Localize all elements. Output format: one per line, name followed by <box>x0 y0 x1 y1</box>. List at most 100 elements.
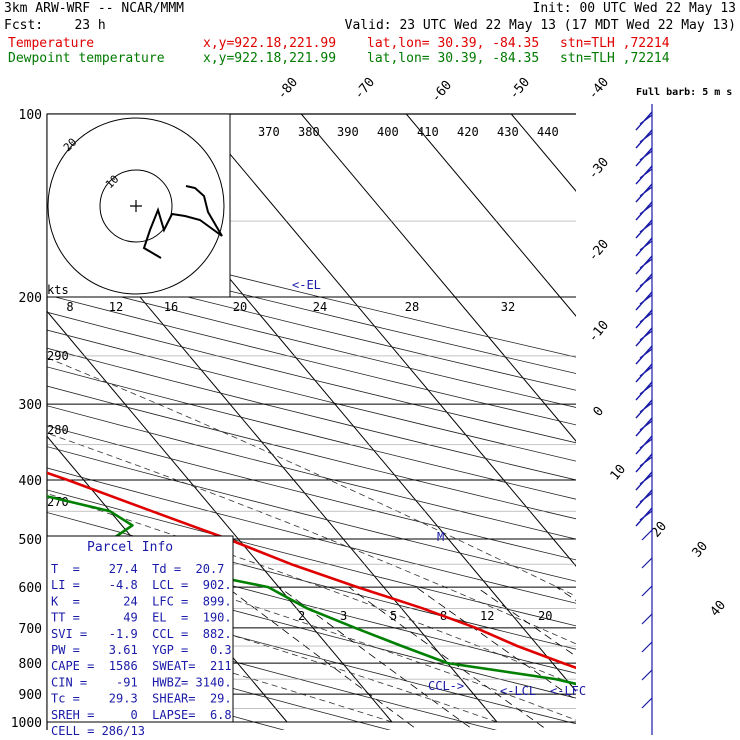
hodograph-speed-tick: 12 <box>109 300 123 314</box>
isotherm-label: 30 <box>690 539 712 561</box>
valid-time: Valid: 23 UTC Wed 22 May 13 (17 MDT Wed … <box>344 18 736 33</box>
hodograph-speed-tick: 16 <box>164 300 178 314</box>
theta-label: 410 <box>417 125 439 139</box>
wind-barb <box>641 641 653 653</box>
wind-barb <box>635 471 653 491</box>
mixing-ratio-line <box>348 586 548 730</box>
init-time: Init: 00 UTC Wed 22 May 13 <box>532 1 737 16</box>
dry-adiabat <box>47 260 576 391</box>
parcel-info-row: T = 27.4 Td = 20.7 <box>51 562 224 576</box>
dry-adiabat <box>47 489 576 627</box>
pressure-label: 300 <box>19 398 42 413</box>
hodograph-center <box>130 200 142 212</box>
wind-barb <box>641 669 653 681</box>
parcel-info-title: Parcel Info <box>87 540 173 555</box>
dewpoint-latlon: lat,lon= 30.39, -84.35 <box>367 51 540 66</box>
temperature-latlon: lat,lon= 30.39, -84.35 <box>367 36 540 51</box>
dry-adiabat <box>47 512 576 650</box>
isotherm-label: 10 <box>608 462 630 484</box>
temperature-xy: x,y=922.18,221.99 <box>203 36 337 51</box>
isotherm-label: -70 <box>352 75 379 103</box>
parcel-info-row: CAPE = 1586 SWEAT= 211 <box>51 659 232 673</box>
wind-barb <box>635 255 653 275</box>
wind-barb <box>635 165 653 185</box>
wind-barb <box>635 273 653 293</box>
theta-label: 380 <box>298 125 320 139</box>
parcel-info-row: LI = -4.8 LCL = 902. <box>51 578 232 592</box>
dewpoint-profile <box>47 494 576 686</box>
isotherm-line <box>195 114 576 567</box>
isotherm-line <box>47 310 393 723</box>
wind-barb <box>641 557 653 569</box>
wind-barb <box>635 453 653 473</box>
dry-adiabat <box>47 584 576 725</box>
parcel-info-row: TT = 49 EL = 190. <box>51 611 232 625</box>
parcel-info-row: SVI = -1.9 CCL = 882. <box>51 627 232 641</box>
pressure-label: 200 <box>19 291 42 306</box>
wind-barb <box>635 507 653 527</box>
forecast-hour: Fcst: 23 h <box>4 18 106 33</box>
theta-label: 430 <box>497 125 519 139</box>
mixing-ratio-line <box>476 586 576 657</box>
m-marker: M <box>437 530 444 544</box>
el-marker: <-EL <box>292 278 321 292</box>
parcel-info-row: K = 24 LFC = 899. <box>51 594 232 608</box>
wind-barb <box>635 183 653 203</box>
hodograph-units-label: kts <box>47 283 69 297</box>
isotherm-label: -30 <box>586 155 613 183</box>
parcel-info-box <box>46 535 234 723</box>
wind-barb <box>635 309 653 329</box>
parcel-info-row: SREH = 0 LAPSE= 6.8 <box>51 708 232 722</box>
lfc-marker: <-LFC <box>550 684 586 698</box>
dry-adiabat <box>47 636 391 730</box>
ccl-marker: CCL-> <box>428 679 464 693</box>
pressure-label: 500 <box>19 533 42 548</box>
theta-label: 390 <box>337 125 359 139</box>
pressure-label: 600 <box>19 581 42 596</box>
mixing-ratio-label: 3 <box>340 609 347 623</box>
hodograph-speed-tick: 20 <box>233 300 247 314</box>
hodograph-speed-tick: 32 <box>501 300 515 314</box>
dewpoint-xy: x,y=922.18,221.99 <box>203 51 337 66</box>
pressure-label: 100 <box>19 108 42 123</box>
isotherm-label: -60 <box>429 78 456 106</box>
wind-barb <box>635 201 653 221</box>
dry-adiabat <box>47 244 576 374</box>
isotherm-line <box>616 114 740 722</box>
pressure-label: 1000 <box>11 716 42 731</box>
dry-adiabat <box>47 311 576 444</box>
dry-adiabat <box>47 609 498 730</box>
wind-barb <box>635 291 653 311</box>
parcel-info-row: Tc = 29.3 SHEAR= 29. <box>51 692 232 706</box>
dewpoint-station: stn=TLH ,72214 <box>560 51 670 66</box>
lcl-marker: <-LCL <box>500 684 536 698</box>
temperature-legend: Temperature <box>8 36 95 51</box>
theta-label: 280 <box>47 423 69 437</box>
dry-adiabat <box>47 294 576 426</box>
pressure-label: 700 <box>19 622 42 637</box>
theta-label: 440 <box>537 125 559 139</box>
hodograph-speed-tick: 24 <box>313 300 327 314</box>
wind-scale-label: Full barb: 5 m s <box>636 87 732 98</box>
wind-barb <box>635 237 653 257</box>
isotherm-line <box>405 114 576 317</box>
isotherm-label: -50 <box>507 75 534 103</box>
wind-barb <box>635 345 653 365</box>
pressure-label: 400 <box>19 474 42 489</box>
wind-barb <box>641 529 653 541</box>
isotherm-label: -20 <box>586 237 613 265</box>
isotherm-label: -40 <box>586 75 613 103</box>
theta-label: 420 <box>457 125 479 139</box>
wind-barb <box>635 129 653 149</box>
parcel-info-row: CELL = 286/13 <box>51 724 145 738</box>
temperature-station: stn=TLH ,72214 <box>560 36 670 51</box>
mixing-ratio-label: 5 <box>390 609 397 623</box>
isotherm-label: -80 <box>275 75 302 103</box>
mixing-ratio-line <box>226 586 419 730</box>
mixing-ratio-line <box>415 586 576 701</box>
temperature-profile <box>47 471 576 670</box>
dry-adiabat <box>47 446 576 582</box>
wind-barb <box>641 585 653 597</box>
wind-barb <box>635 399 653 419</box>
